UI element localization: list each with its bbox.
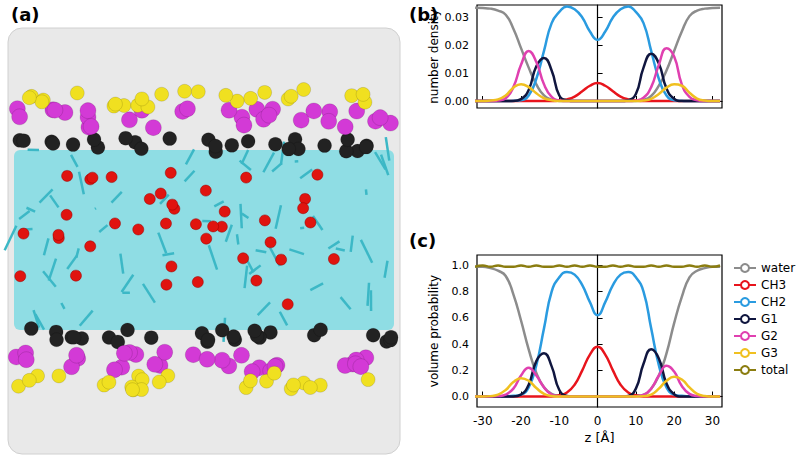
svg-text:20: 20 xyxy=(667,414,682,428)
svg-text:CH2: CH2 xyxy=(761,295,786,309)
svg-text:CH3: CH3 xyxy=(761,278,786,292)
svg-text:-10: -10 xyxy=(550,414,570,428)
svg-text:0.4: 0.4 xyxy=(452,338,470,351)
svg-text:number density: number density xyxy=(427,9,441,104)
svg-text:0.00: 0.00 xyxy=(445,95,470,108)
svg-text:G3: G3 xyxy=(761,346,778,360)
svg-text:volume probability: volume probability xyxy=(427,275,441,387)
svg-text:0.01: 0.01 xyxy=(445,67,470,80)
svg-text:0.6: 0.6 xyxy=(452,311,470,324)
svg-text:10: 10 xyxy=(628,414,643,428)
svg-text:G2: G2 xyxy=(761,329,778,343)
svg-text:(a): (a) xyxy=(11,4,40,25)
svg-text:(b): (b) xyxy=(409,4,438,25)
svg-text:G1: G1 xyxy=(761,312,778,326)
svg-text:total: total xyxy=(761,363,788,377)
svg-text:0.0: 0.0 xyxy=(452,390,470,403)
svg-text:z [Å]: z [Å] xyxy=(585,430,615,445)
svg-text:0.02: 0.02 xyxy=(445,39,470,52)
svg-text:0: 0 xyxy=(594,414,602,428)
svg-text:-30: -30 xyxy=(473,414,493,428)
svg-text:0.2: 0.2 xyxy=(452,364,470,377)
svg-text:0.03: 0.03 xyxy=(445,11,470,24)
svg-text:-20: -20 xyxy=(511,414,531,428)
svg-text:water: water xyxy=(761,261,795,275)
svg-text:0.8: 0.8 xyxy=(452,285,470,298)
svg-text:1.0: 1.0 xyxy=(452,259,470,272)
svg-text:30: 30 xyxy=(705,414,720,428)
svg-text:(c): (c) xyxy=(409,230,436,251)
